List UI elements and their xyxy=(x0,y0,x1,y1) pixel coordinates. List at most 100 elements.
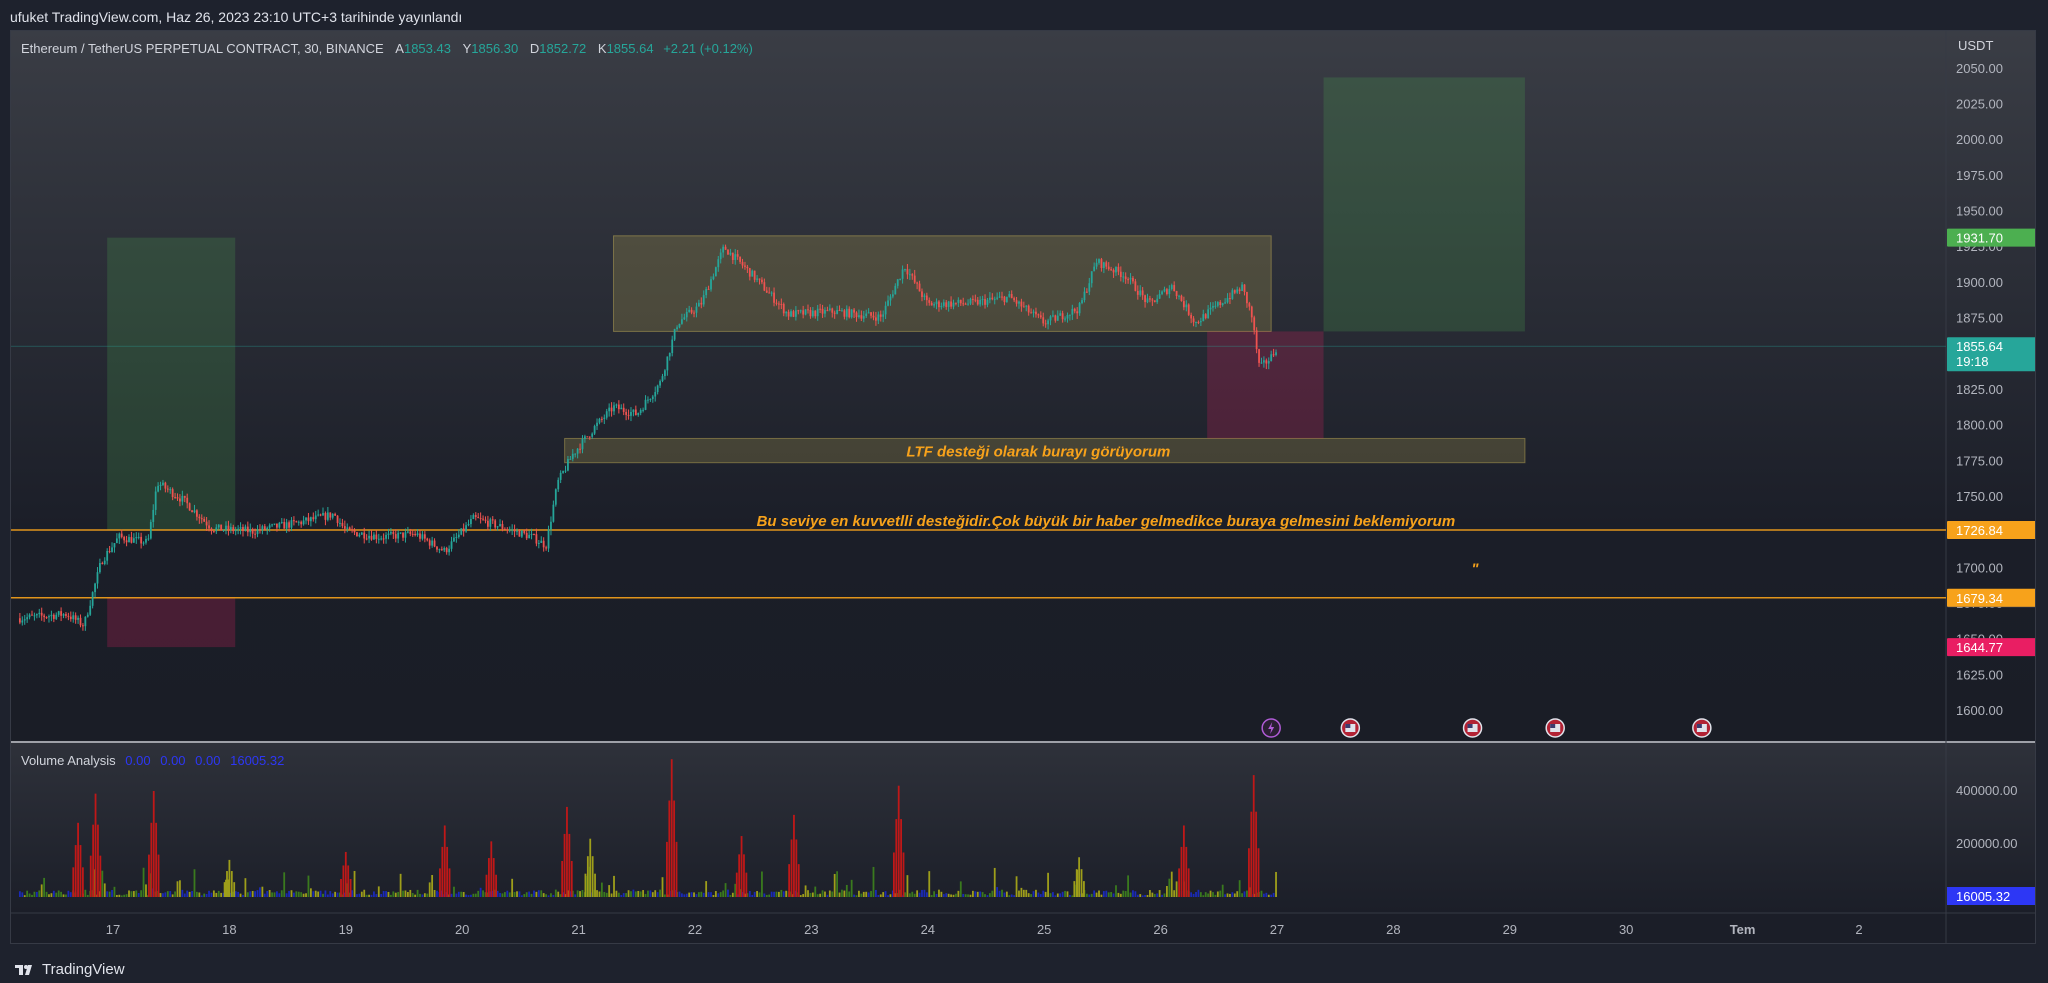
candle-body[interactable] xyxy=(1085,291,1088,293)
candle-body[interactable] xyxy=(130,537,133,543)
candle-body[interactable] xyxy=(448,548,451,553)
candle-body[interactable] xyxy=(688,309,691,312)
candle-body[interactable] xyxy=(547,529,550,549)
candle-body[interactable] xyxy=(1243,284,1246,292)
candle-body[interactable] xyxy=(1180,295,1183,302)
candle-body[interactable] xyxy=(360,532,363,535)
candle-body[interactable] xyxy=(758,278,761,280)
candle-body[interactable] xyxy=(45,617,48,619)
candle-body[interactable] xyxy=(351,529,354,531)
candle-body[interactable] xyxy=(244,526,247,532)
candle-body[interactable] xyxy=(1076,311,1079,314)
candle-body[interactable] xyxy=(571,453,574,459)
candle-body[interactable] xyxy=(1199,321,1202,323)
candle-body[interactable] xyxy=(683,317,686,320)
candle-body[interactable] xyxy=(540,540,543,543)
candle-body[interactable] xyxy=(331,513,334,518)
candle-body[interactable] xyxy=(118,533,121,539)
candle-body[interactable] xyxy=(678,323,681,328)
candle-body[interactable] xyxy=(256,529,259,535)
candle-body[interactable] xyxy=(1190,314,1193,319)
candle-body[interactable] xyxy=(576,448,579,454)
candle-body[interactable] xyxy=(385,534,387,539)
candle-body[interactable] xyxy=(57,611,60,615)
candle-body[interactable] xyxy=(1110,269,1113,271)
candle-body[interactable] xyxy=(377,538,380,540)
candle-body[interactable] xyxy=(799,310,802,312)
candle-body[interactable] xyxy=(220,524,223,531)
candle-body[interactable] xyxy=(685,311,688,318)
candle-body[interactable] xyxy=(115,538,118,544)
candle-body[interactable] xyxy=(1107,266,1110,270)
candle-body[interactable] xyxy=(312,517,315,520)
candle-body[interactable] xyxy=(1122,276,1125,278)
candle-body[interactable] xyxy=(1229,298,1231,300)
candle-body[interactable] xyxy=(322,512,324,516)
candle-body[interactable] xyxy=(1132,277,1134,282)
candle-body[interactable] xyxy=(339,522,341,524)
candle-body[interactable] xyxy=(588,436,591,438)
price-pane-bg[interactable] xyxy=(11,31,2036,742)
candle-body[interactable] xyxy=(928,300,931,303)
candle-body[interactable] xyxy=(802,310,805,315)
candle-body[interactable] xyxy=(860,315,863,319)
candle-body[interactable] xyxy=(406,531,409,533)
candle-body[interactable] xyxy=(884,305,887,315)
candle-body[interactable] xyxy=(945,302,948,307)
candle-body[interactable] xyxy=(836,310,839,314)
candle-body[interactable] xyxy=(656,385,659,393)
candle-body[interactable] xyxy=(554,489,557,505)
candle-body[interactable] xyxy=(445,547,448,553)
candle-body[interactable] xyxy=(82,625,84,627)
candle-body[interactable] xyxy=(916,282,919,284)
candle-body[interactable] xyxy=(649,398,652,400)
candle-body[interactable] xyxy=(770,292,773,294)
candle-body[interactable] xyxy=(423,534,426,539)
candle-body[interactable] xyxy=(135,537,138,539)
candle-body[interactable] xyxy=(896,279,899,286)
candle-body[interactable] xyxy=(661,376,664,382)
candle-body[interactable] xyxy=(617,404,620,410)
candle-body[interactable] xyxy=(86,614,89,617)
candle-body[interactable] xyxy=(676,327,678,330)
candle-body[interactable] xyxy=(426,538,429,541)
price-axis-badge[interactable] xyxy=(1947,638,2036,657)
candle-body[interactable] xyxy=(596,422,598,427)
candle-body[interactable] xyxy=(811,310,814,317)
tradingview-logo-icon[interactable] xyxy=(14,963,36,977)
candle-body[interactable] xyxy=(1192,318,1195,323)
candle-body[interactable] xyxy=(222,529,225,531)
candle-body[interactable] xyxy=(113,543,116,548)
candle-body[interactable] xyxy=(234,530,237,532)
candle-body[interactable] xyxy=(664,370,666,377)
candle-body[interactable] xyxy=(518,530,521,537)
candle-body[interactable] xyxy=(375,534,378,539)
candle-body[interactable] xyxy=(1047,320,1049,325)
candle-body[interactable] xyxy=(1141,290,1144,296)
candle-body[interactable] xyxy=(1275,352,1277,355)
candle-body[interactable] xyxy=(419,533,421,539)
candle-body[interactable] xyxy=(1246,291,1248,304)
candle-body[interactable] xyxy=(528,534,531,539)
candle-body[interactable] xyxy=(174,497,176,499)
candle-body[interactable] xyxy=(108,551,111,553)
candle-body[interactable] xyxy=(1054,315,1057,321)
candle-body[interactable] xyxy=(887,300,889,306)
candle-body[interactable] xyxy=(778,303,780,305)
candle-body[interactable] xyxy=(508,529,511,531)
candle-body[interactable] xyxy=(96,572,99,584)
candle-body[interactable] xyxy=(69,616,72,620)
candle-body[interactable] xyxy=(1253,317,1256,331)
candle-body[interactable] xyxy=(186,497,189,504)
candle-body[interactable] xyxy=(431,540,434,546)
candle-body[interactable] xyxy=(411,533,414,535)
candle-body[interactable] xyxy=(591,433,594,437)
candle-body[interactable] xyxy=(140,536,143,544)
candle-body[interactable] xyxy=(438,549,441,551)
candle-body[interactable] xyxy=(343,526,346,529)
candle-body[interactable] xyxy=(872,315,875,318)
candle-body[interactable] xyxy=(862,316,865,319)
candle-body[interactable] xyxy=(1093,266,1096,272)
zone-short-target[interactable] xyxy=(1323,77,1525,332)
candle-body[interactable] xyxy=(867,312,870,314)
